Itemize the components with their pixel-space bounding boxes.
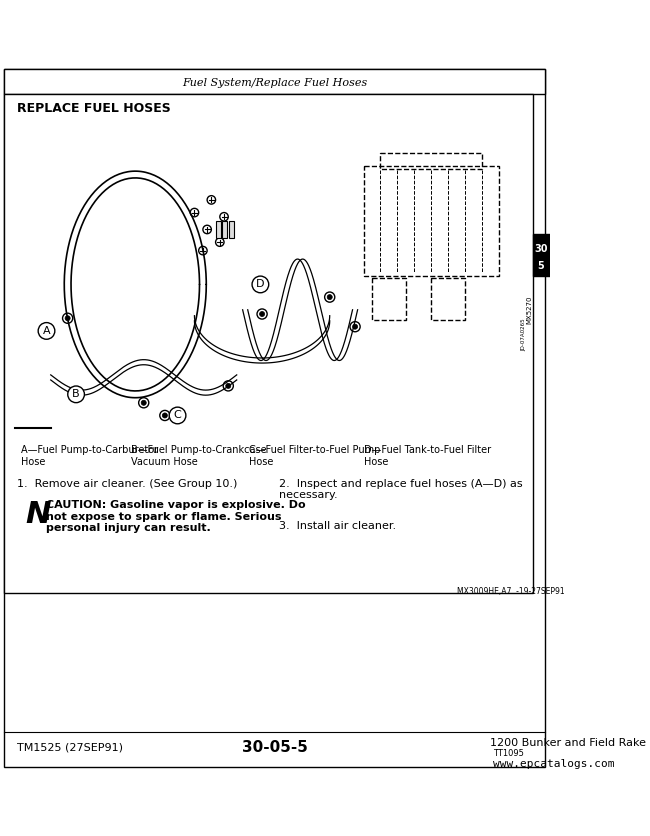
Text: MX3009HE,A7  -19-27SEP91: MX3009HE,A7 -19-27SEP91 bbox=[456, 587, 564, 596]
Text: JD-07A0265: JD-07A0265 bbox=[522, 319, 526, 351]
Bar bbox=[229, 221, 234, 238]
Text: REPLACE FUEL HOSES: REPLACE FUEL HOSES bbox=[17, 102, 171, 115]
Circle shape bbox=[226, 384, 231, 389]
Text: D—Fuel Tank-to-Fuel Filter
Hose: D—Fuel Tank-to-Fuel Filter Hose bbox=[363, 445, 491, 466]
Bar bbox=[222, 221, 227, 238]
Text: 30: 30 bbox=[534, 244, 548, 254]
Bar bbox=[532, 234, 549, 276]
Text: B—Fuel Pump-to-Crankcase
Vacuum Hose: B—Fuel Pump-to-Crankcase Vacuum Hose bbox=[131, 445, 266, 466]
Bar bbox=[431, 278, 465, 320]
Text: MX5270: MX5270 bbox=[526, 296, 532, 324]
Circle shape bbox=[65, 316, 70, 321]
Text: CAUTION: Gasoline vapor is explosive. Do
not expose to spark or flame. Serious
p: CAUTION: Gasoline vapor is explosive. Do… bbox=[47, 500, 306, 533]
Text: 1200 Bunker and Field Rake: 1200 Bunker and Field Rake bbox=[490, 738, 646, 748]
Text: TT1095: TT1095 bbox=[493, 749, 524, 758]
Text: N: N bbox=[25, 500, 51, 529]
Bar bbox=[380, 153, 482, 169]
Text: 30-05-5: 30-05-5 bbox=[242, 740, 307, 755]
Text: D: D bbox=[256, 279, 265, 289]
Bar bbox=[372, 278, 406, 320]
Bar bbox=[216, 221, 220, 238]
Circle shape bbox=[141, 400, 146, 405]
Circle shape bbox=[162, 413, 168, 418]
Text: Fuel System/Replace Fuel Hoses: Fuel System/Replace Fuel Hoses bbox=[182, 79, 367, 89]
Text: 5: 5 bbox=[538, 261, 545, 271]
Text: A—Fuel Pump-to-Carburetor
Hose: A—Fuel Pump-to-Carburetor Hose bbox=[21, 445, 158, 466]
Circle shape bbox=[259, 312, 265, 317]
Text: 3.  Install air cleaner.: 3. Install air cleaner. bbox=[279, 521, 396, 531]
Circle shape bbox=[352, 324, 358, 329]
Text: C—Fuel Filter-to-Fuel Pump
Hose: C—Fuel Filter-to-Fuel Pump Hose bbox=[250, 445, 381, 466]
Text: A: A bbox=[43, 326, 50, 336]
Circle shape bbox=[327, 294, 332, 299]
Text: C: C bbox=[174, 410, 181, 421]
Bar bbox=[5, 94, 532, 593]
Text: B: B bbox=[72, 390, 80, 400]
Bar bbox=[363, 166, 499, 276]
Text: www.epcatalogs.com: www.epcatalogs.com bbox=[493, 759, 614, 769]
Text: 2.  Inspect and replace fuel hoses (A—D) as
necessary.: 2. Inspect and replace fuel hoses (A—D) … bbox=[279, 479, 523, 501]
Text: TM1525 (27SEP91): TM1525 (27SEP91) bbox=[17, 742, 123, 752]
Text: 1.  Remove air cleaner. (See Group 10.): 1. Remove air cleaner. (See Group 10.) bbox=[17, 479, 237, 489]
Bar bbox=[5, 69, 545, 94]
